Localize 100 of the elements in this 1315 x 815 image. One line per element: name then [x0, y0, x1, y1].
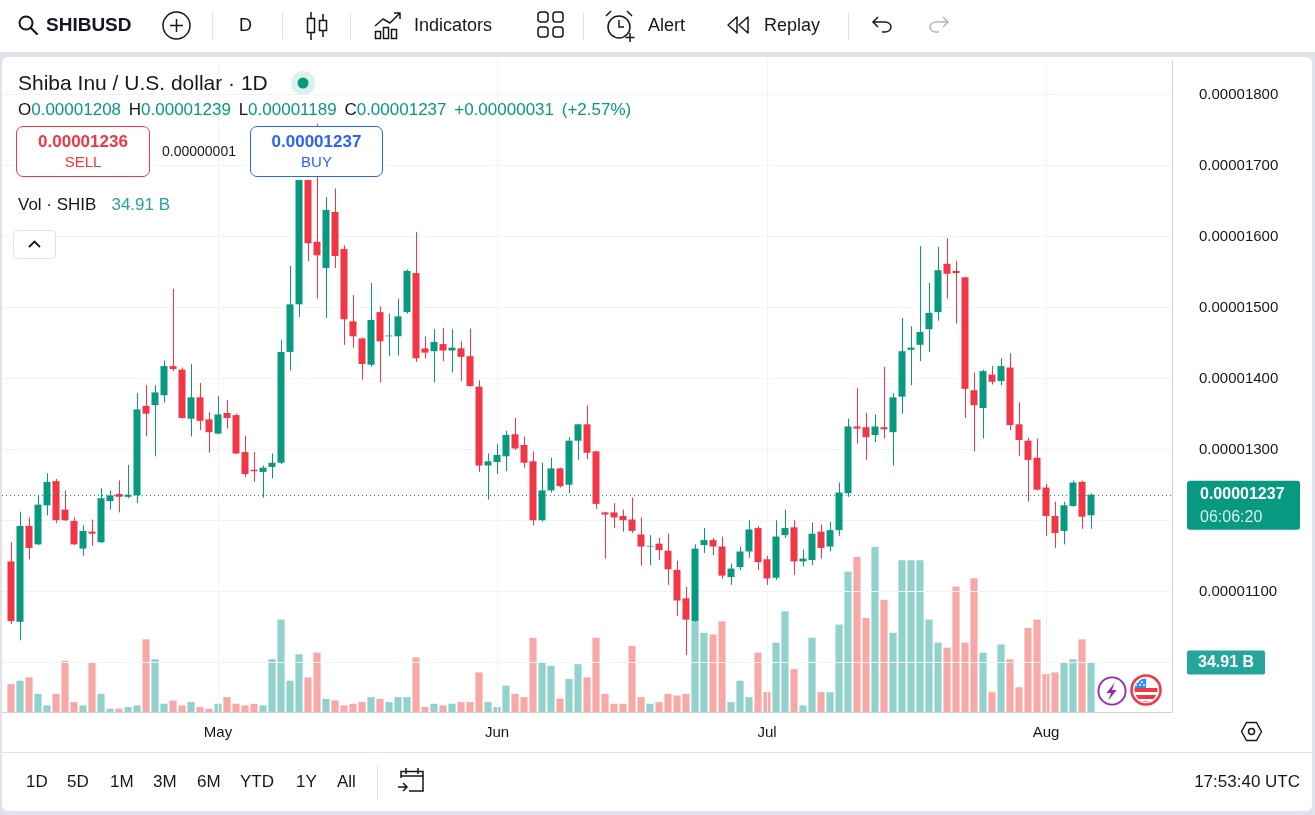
text: SHIBUSD: [46, 14, 132, 37]
text: 34.91 B: [1197, 652, 1255, 670]
bar: [88, 662, 96, 712]
annotation: 0.00001236: [38, 132, 128, 153]
y-tick-label: 0.00001600: [1199, 226, 1279, 244]
bar: [1078, 639, 1086, 712]
text: Shiba Inu / U.S. dollar · 1D: [18, 70, 268, 96]
y-tick-label: 0.00001700: [1199, 155, 1279, 173]
candlestick: [169, 288, 177, 372]
candlestick: [79, 524, 87, 557]
bar: [376, 698, 384, 712]
y-tick-label: 0.00001400: [1199, 369, 1279, 387]
candlestick: [349, 294, 357, 349]
annotation: 0.00000001: [162, 143, 236, 160]
bar: [25, 677, 33, 712]
bar: [448, 703, 456, 712]
text: 06:06:20: [1200, 508, 1263, 526]
bar: [7, 683, 15, 712]
y-tick-label: 0.00001100: [1199, 582, 1278, 600]
annotation: BUY: [301, 152, 332, 171]
candlestick: [997, 357, 1005, 386]
candlestick: [727, 563, 735, 586]
bar: [367, 697, 375, 712]
candlestick: [187, 363, 195, 437]
x-tick-label: Jun: [484, 723, 510, 741]
candlestick: [547, 457, 555, 494]
bar: [871, 547, 879, 712]
candlestick: [115, 479, 123, 513]
candlestick: [970, 372, 978, 452]
bar: [988, 692, 996, 712]
bar: [646, 703, 654, 712]
x-tick-label: Jul: [757, 723, 777, 741]
bar: [556, 698, 564, 712]
candlestick: [439, 327, 447, 362]
bar: [430, 703, 438, 712]
bar: [142, 639, 150, 712]
candlestick: [916, 245, 924, 362]
candlestick: [700, 527, 708, 554]
candlestick: [664, 533, 672, 586]
candlestick: [988, 365, 996, 386]
candlestick: [925, 282, 933, 353]
bar: [16, 680, 24, 712]
candlestick: [637, 516, 645, 567]
candlestick: [655, 537, 663, 561]
candlestick: [745, 519, 753, 559]
candlestick: [871, 413, 879, 443]
candlestick: [880, 366, 888, 440]
candlestick: [88, 519, 96, 547]
text: YTD: [240, 772, 274, 793]
bar: [214, 703, 222, 712]
annotation: 34.91 B: [111, 195, 171, 216]
candlestick: [1051, 501, 1059, 549]
bar: [79, 705, 87, 712]
y-tick-label: 0.00001500: [1199, 298, 1279, 316]
candlestick: [70, 516, 78, 546]
text: 1M: [110, 772, 134, 793]
y-tick-label: 0.00001300: [1199, 440, 1279, 458]
candlestick: [25, 516, 33, 560]
text: 1Y: [296, 772, 317, 793]
candlestick: [214, 395, 222, 435]
bar: [187, 702, 195, 712]
candlestick: [826, 521, 834, 552]
candlestick: [142, 384, 150, 437]
candlestick: [574, 423, 582, 461]
text: 6M: [197, 772, 221, 793]
candlestick: [394, 298, 402, 356]
bar: [790, 669, 798, 712]
bar: [997, 644, 1005, 712]
text: 3M: [153, 772, 177, 793]
candlestick: [781, 509, 789, 539]
candlestick: [430, 328, 438, 383]
text: All: [337, 772, 356, 793]
text: Alert: [648, 15, 686, 37]
annotation: 0.00001237: [271, 132, 362, 153]
text: 17:53:40 UTC: [1194, 772, 1300, 793]
bar: [880, 599, 888, 712]
text: 5D: [67, 772, 89, 793]
ref-line-label: 0.00001237: [1200, 485, 1285, 503]
candlestick: [628, 497, 636, 534]
bar: [979, 652, 987, 712]
text: D: [239, 15, 252, 37]
text: 1D: [26, 772, 48, 793]
text: Replay: [764, 15, 821, 37]
annotation: SELL: [64, 152, 102, 171]
candlestick: [646, 534, 654, 566]
candlestick: [907, 325, 915, 386]
bar: [322, 698, 330, 712]
text: Indicators: [414, 15, 493, 37]
x-tick-label: Aug: [1032, 723, 1060, 741]
x-tick-label: May: [203, 723, 233, 741]
candlestick: [736, 546, 744, 571]
bar: [439, 705, 447, 712]
annotation: Vol · SHIB: [18, 195, 97, 216]
bar: [115, 708, 123, 712]
bar: [1087, 662, 1095, 712]
candlestick: [268, 452, 276, 479]
candlestick: [817, 524, 825, 560]
bar: [817, 692, 825, 712]
text: O0.00001208 H0.00001239 L0.00001189 C0.00001237 +0.00000031 (+2.57%): [18, 100, 632, 121]
y-tick-label: 0.00001800: [1199, 84, 1279, 102]
